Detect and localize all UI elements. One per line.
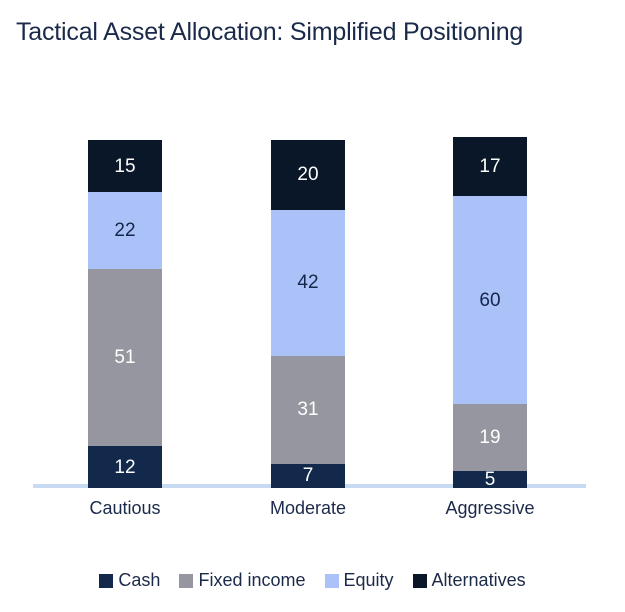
legend-item-alternatives: Alternatives [412, 570, 526, 591]
value-label: 5 [484, 468, 496, 490]
legend-label-fixed-income: Fixed income [198, 570, 306, 590]
x-axis-label-moderate: Moderate [269, 498, 347, 518]
plot-area: 15 22 51 12 Cautious 20 42 31 7 Moderate 17 60 19 5 Ag… [0, 136, 625, 540]
value-label: 15 [114, 155, 136, 177]
legend-swatch-cash [99, 573, 114, 588]
segment-alternatives: 17 [453, 136, 527, 196]
legend-item-cash: Cash [99, 570, 160, 591]
legend-swatch-equity [324, 573, 339, 588]
legend-label-cash: Cash [118, 570, 161, 590]
legend: Cash Fixed income Equity Alternatives [0, 570, 625, 591]
value-label: 60 [479, 289, 501, 311]
value-label: 7 [302, 465, 314, 487]
legend-label-equity: Equity [343, 570, 394, 590]
bar-aggressive: 17 60 19 5 [453, 136, 527, 490]
segment-fixed-income: 19 [453, 404, 527, 471]
chart-title: Tactical Asset Allocation: Simplified Po… [16, 18, 524, 46]
segment-alternatives: 15 [88, 140, 162, 193]
bar-moderate: 20 42 31 7 [271, 140, 345, 488]
segment-equity: 60 [453, 195, 527, 405]
legend-item-equity: Equity [324, 570, 394, 591]
segment-alternatives: 20 [271, 140, 345, 210]
value-label: 51 [114, 346, 136, 368]
segment-equity: 22 [88, 192, 162, 269]
bar-cautious: 15 22 51 12 [88, 140, 162, 488]
value-label: 17 [479, 155, 501, 177]
x-axis-label-aggressive: Aggressive [445, 498, 535, 518]
segment-cash: 5 [453, 468, 527, 490]
value-label: 31 [297, 399, 319, 421]
x-axis-label-cautious: Cautious [89, 498, 161, 518]
value-label: 22 [114, 219, 136, 241]
legend-item-fixed-income: Fixed income [179, 570, 306, 591]
segment-cash: 12 [88, 446, 162, 488]
segment-cash: 7 [271, 463, 345, 488]
segment-fixed-income: 31 [271, 355, 345, 464]
value-label: 42 [297, 272, 319, 294]
segment-fixed-income: 51 [88, 268, 162, 447]
value-label: 19 [479, 427, 501, 449]
legend-swatch-fixed-income [179, 573, 194, 588]
legend-swatch-alternatives [412, 573, 427, 588]
value-label: 12 [114, 456, 136, 478]
legend-label-alternatives: Alternatives [431, 570, 526, 590]
segment-equity: 42 [271, 209, 345, 356]
value-label: 20 [297, 164, 319, 186]
